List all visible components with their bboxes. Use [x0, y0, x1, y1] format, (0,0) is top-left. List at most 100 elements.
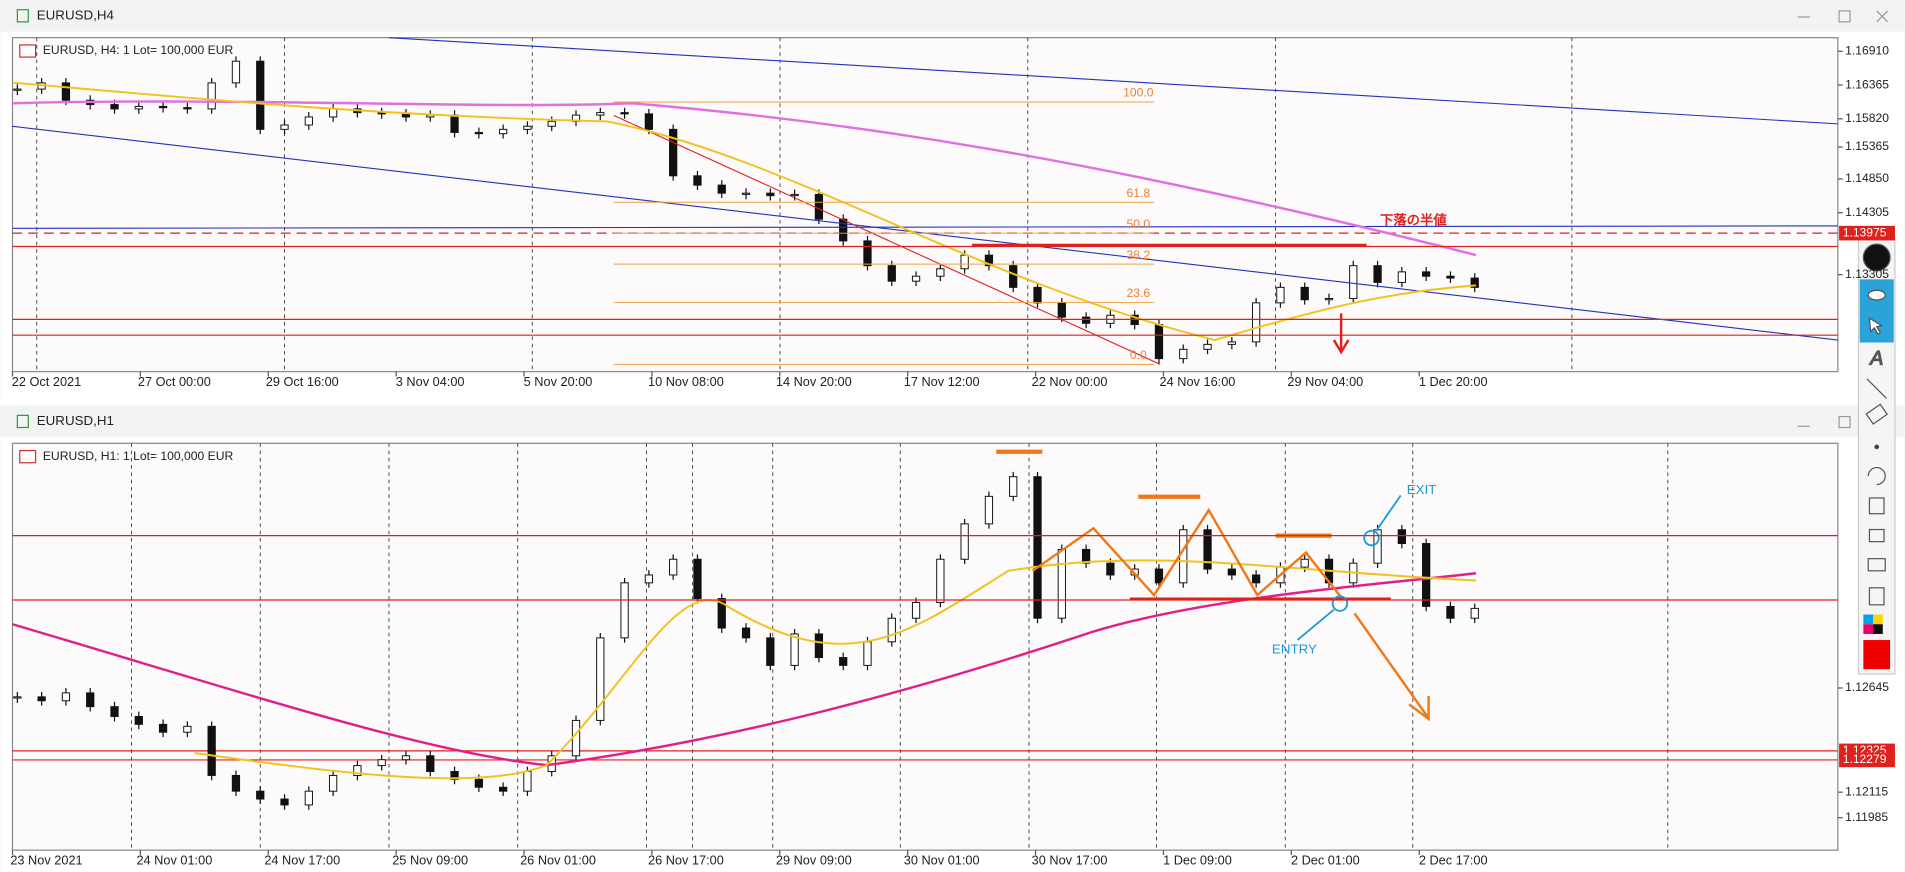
candle — [669, 128, 678, 177]
price-label: 1.12115 — [1845, 784, 1888, 798]
candle — [401, 755, 411, 761]
time-label: 2 Dec 17:00 — [1419, 852, 1488, 867]
candle — [110, 104, 119, 110]
time-label: 30 Nov 17:00 — [1032, 852, 1108, 867]
candle — [1422, 543, 1431, 607]
candle — [1081, 316, 1091, 324]
price-label: 1.16365 — [1845, 77, 1889, 91]
time-label: 17 Nov 12:00 — [904, 374, 980, 389]
time-label: 1 Dec 09:00 — [1163, 852, 1232, 867]
time-label: 3 Nov 04:00 — [396, 374, 465, 389]
candle — [644, 574, 654, 584]
time-label: 10 Nov 08:00 — [648, 374, 724, 389]
exit-label: EXIT — [1407, 482, 1437, 497]
time-label: 29 Nov 09:00 — [776, 852, 852, 867]
window-buttons[interactable] — [1797, 10, 1889, 429]
candle — [474, 778, 483, 788]
candle — [1033, 476, 1042, 619]
info-icon — [19, 44, 37, 58]
candle — [13, 696, 22, 699]
candle — [450, 771, 459, 780]
candle — [1106, 562, 1115, 576]
wave-arrows — [1031, 507, 1344, 600]
candle — [693, 175, 702, 186]
chart-info: EURUSD, H4: 1 Lot= 100,000 EUR — [43, 43, 234, 57]
candle — [1057, 548, 1066, 619]
exit-pointer — [1375, 494, 1402, 532]
price-label: 1.15365 — [1845, 139, 1889, 153]
candle — [620, 582, 629, 639]
trend-line — [613, 114, 1161, 365]
candle — [304, 116, 313, 126]
moving-average — [12, 100, 1477, 257]
chart-area — [11, 37, 1839, 373]
candle — [183, 725, 192, 733]
candle — [207, 725, 216, 776]
candle — [231, 60, 241, 84]
title-bar — [0, 405, 1905, 438]
candle — [766, 192, 775, 197]
candle — [523, 125, 532, 130]
candle — [134, 716, 143, 725]
price-label: 1.12279 — [1843, 752, 1887, 766]
time-label: 2 Dec 01:00 — [1291, 852, 1360, 867]
candle — [1179, 348, 1188, 360]
candle — [1470, 607, 1479, 619]
time-label: 14 Nov 20:00 — [776, 374, 852, 389]
candle — [13, 88, 22, 91]
candle — [571, 719, 581, 757]
candle — [1057, 302, 1066, 318]
candle — [523, 771, 532, 792]
forecast-arrow — [1353, 612, 1430, 722]
candle — [304, 790, 313, 806]
annotation: 下落の半値 — [1380, 212, 1447, 228]
candle — [499, 786, 508, 792]
candle — [1300, 558, 1309, 568]
entry-pointer — [1296, 608, 1335, 641]
title-bar — [0, 0, 1905, 32]
candle — [256, 790, 265, 800]
candle — [863, 240, 872, 267]
time-label: 24 Nov 16:00 — [1160, 374, 1236, 389]
candle — [1227, 341, 1236, 345]
candle — [37, 696, 46, 702]
price-label: 1.14305 — [1845, 205, 1889, 219]
candle — [280, 798, 289, 806]
candle — [669, 558, 678, 576]
price-label: 1.13975 — [1843, 225, 1887, 239]
time-label: 27 Oct 00:00 — [138, 374, 211, 389]
chart-area — [11, 442, 1839, 851]
toolbar-icons[interactable]: A — [1859, 243, 1894, 670]
price-label: 1.12645 — [1845, 680, 1889, 694]
moving-average — [12, 572, 1477, 767]
candle — [644, 113, 654, 130]
time-label: 26 Nov 01:00 — [520, 852, 596, 867]
candle — [1446, 605, 1455, 619]
candle — [839, 657, 848, 666]
candle — [61, 692, 71, 702]
price-label: 1.11985 — [1845, 810, 1888, 824]
moving-average — [12, 81, 1477, 342]
candle — [474, 131, 483, 135]
fib-label: 38.2 — [1127, 248, 1151, 262]
candle — [547, 120, 556, 127]
time-label: 26 Nov 17:00 — [648, 852, 724, 867]
candle — [741, 627, 751, 639]
candle — [377, 759, 386, 767]
time-label: 22 Nov 00:00 — [1032, 374, 1108, 389]
candle — [1397, 529, 1406, 545]
candle — [450, 114, 459, 133]
time-label: 24 Nov 17:00 — [264, 852, 340, 867]
candle — [1276, 286, 1285, 304]
arrow-down — [1332, 313, 1350, 355]
time-label: 30 Nov 01:00 — [904, 852, 980, 867]
candle — [1009, 476, 1018, 497]
fib-label: 50.0 — [1127, 217, 1151, 231]
time-label: 25 Nov 09:00 — [392, 852, 468, 867]
candle — [86, 692, 95, 708]
candle — [936, 268, 945, 277]
candle — [863, 641, 872, 666]
candle — [887, 617, 896, 643]
candle — [1324, 298, 1334, 301]
